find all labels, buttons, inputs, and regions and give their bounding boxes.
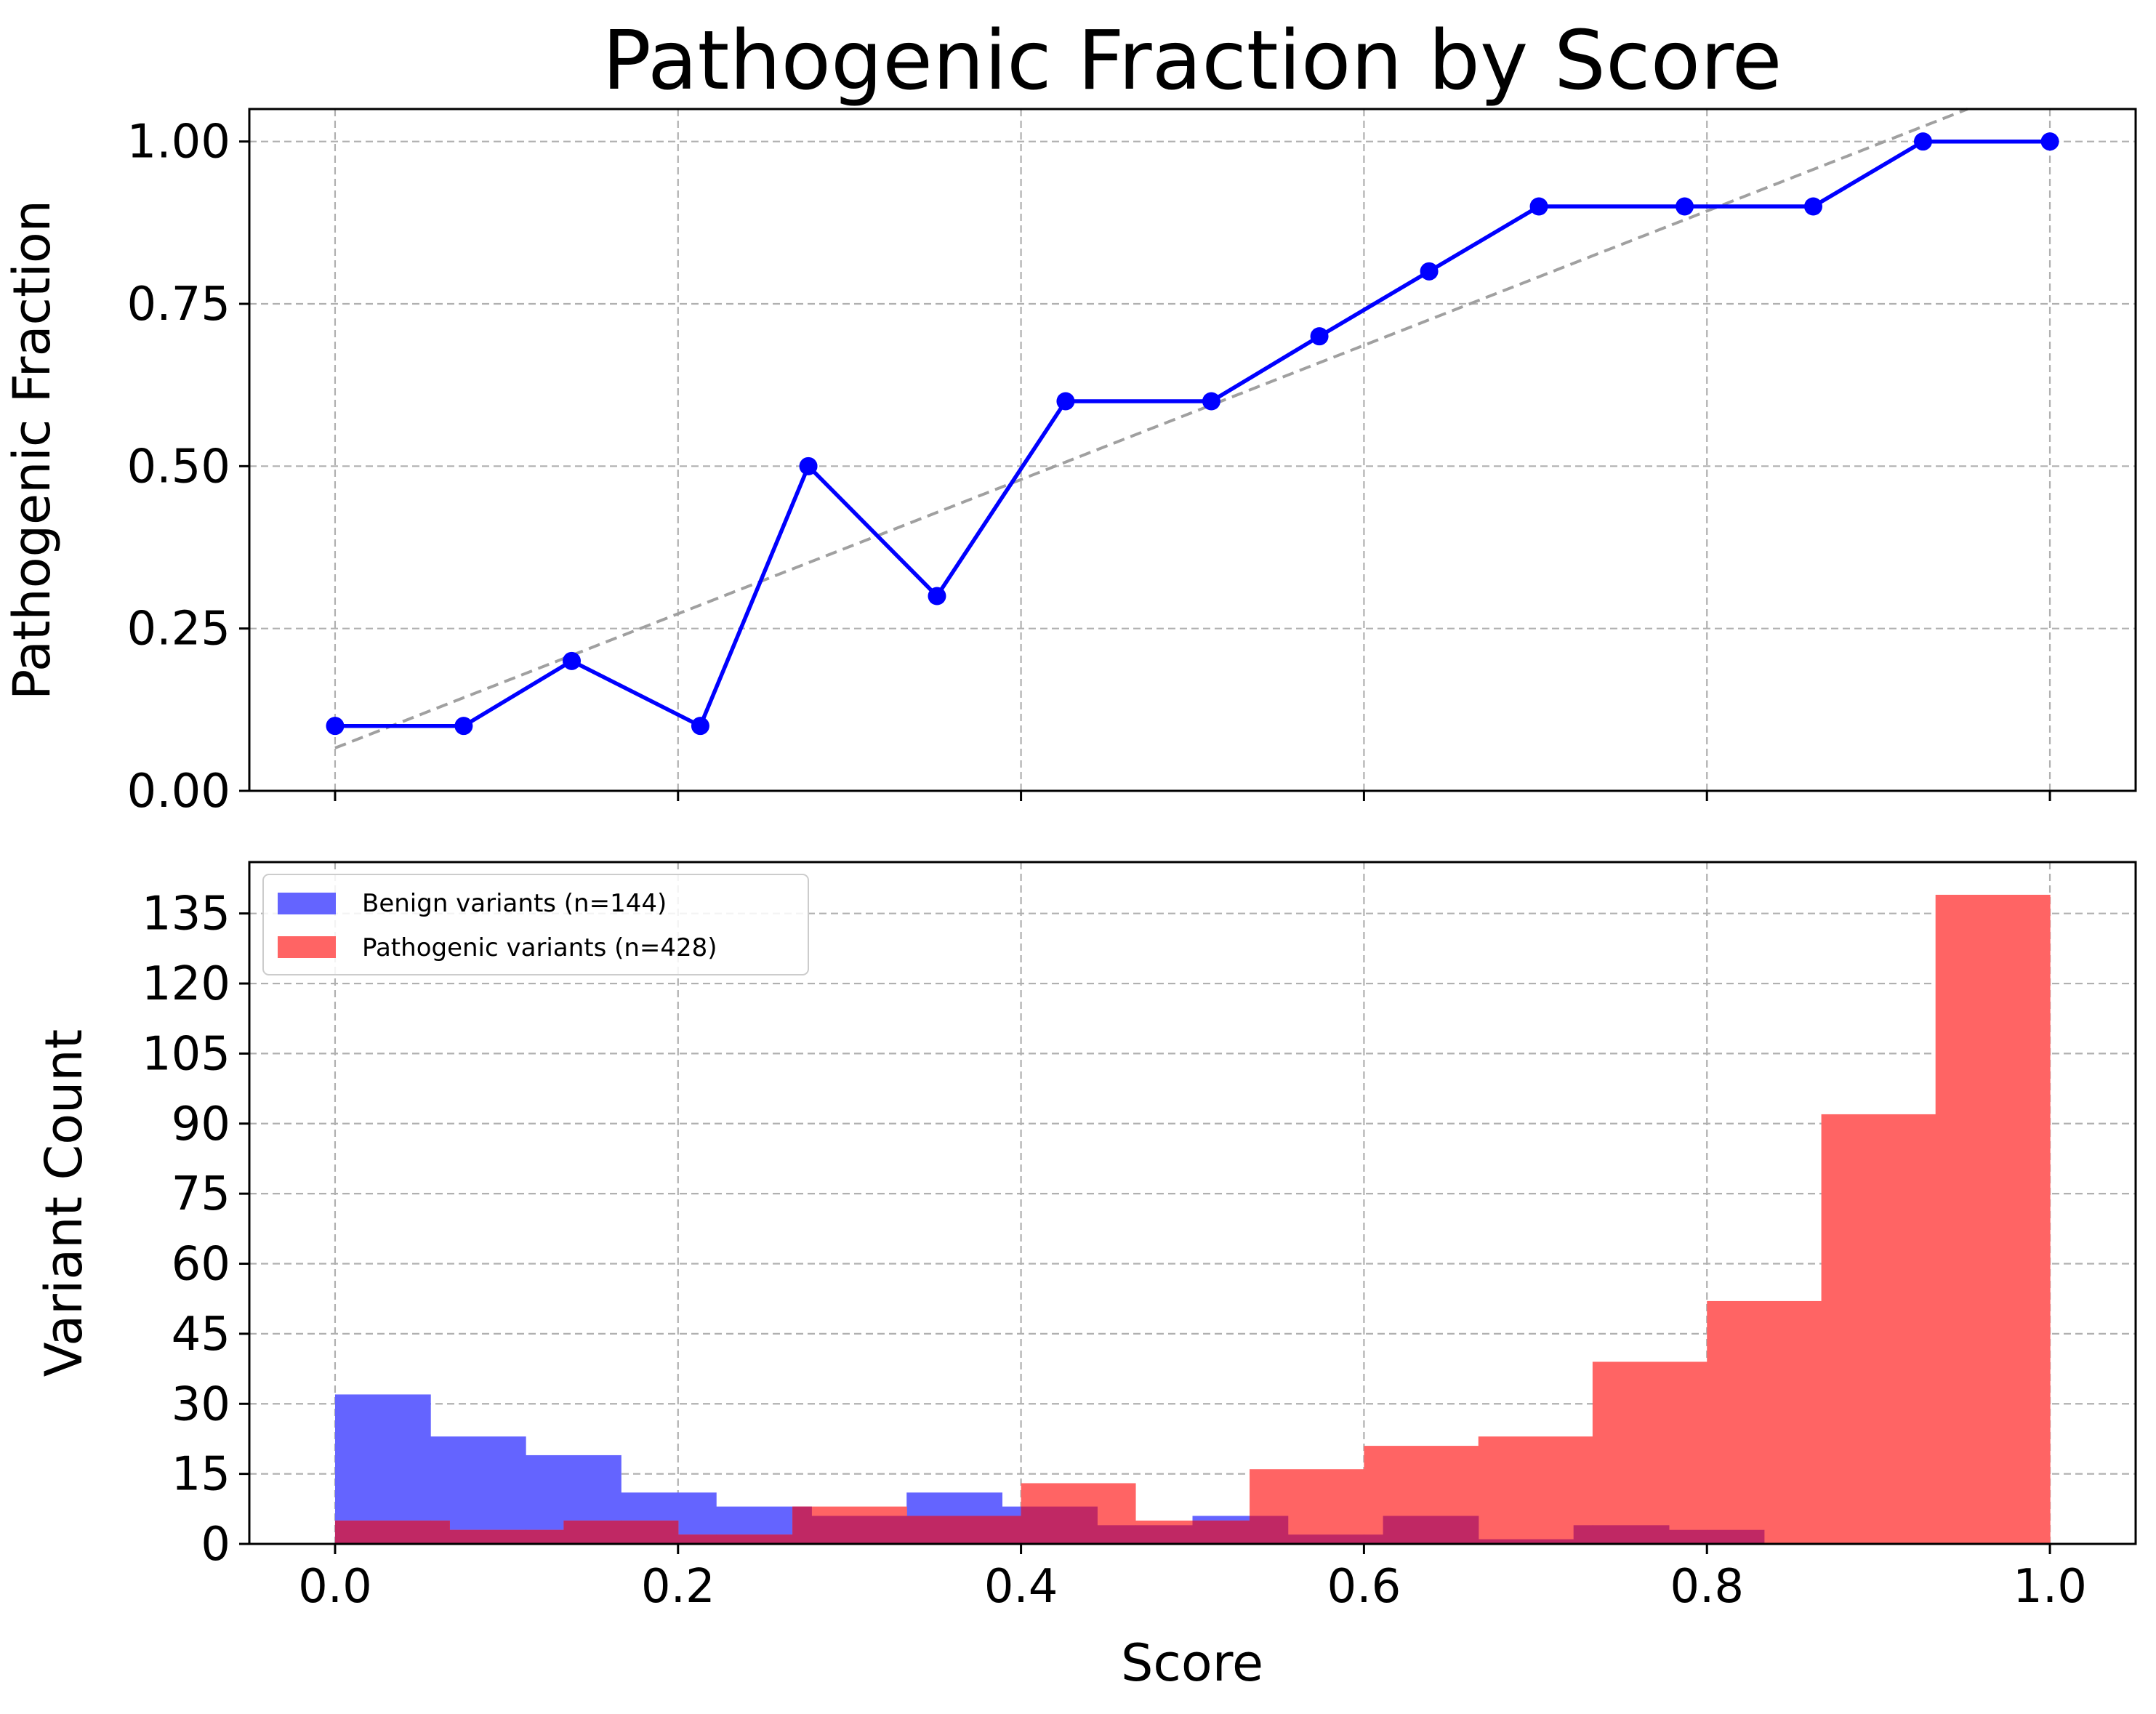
trend-layer [334,108,1968,749]
overlap-bar [1668,1529,1707,1544]
overlap-bar [1250,1516,1289,1544]
histogram-x-tick-label: 0.4 [984,1560,1058,1614]
histogram-y-tick-label: 45 [172,1308,230,1361]
overlap-bar [906,1516,1003,1544]
fraction-ticks: 0.00 0.25 0.50 0.75 1.00 [127,116,2051,818]
fraction-y-tick-label: 0.00 [127,765,231,818]
histogram-axes-frame [248,861,2137,1545]
histogram-ticks: 0.0 0.2 0.4 0.6 0.8 1.0 0 15 30 45 60 75 90 105 120 135 [142,888,2087,1614]
histogram-x-tick-label: 0.8 [1670,1560,1744,1614]
histogram-y-tick-label: 75 [172,1167,230,1221]
fraction-y-tick-label: 0.25 [127,603,231,656]
fraction-point [1056,392,1075,411]
fraction-point [1913,132,1932,151]
overlap-bar [1478,1539,1574,1544]
overlap-bar [1097,1525,1136,1544]
pathogenic-bar [1821,1114,1936,1544]
fraction-y-axis-label: Pathogenic Fraction [2,200,62,700]
overlap-bar [1592,1525,1670,1544]
overlap-bar [621,1520,679,1544]
overlap-bar [811,1516,907,1544]
fraction-y-tick-label: 0.75 [127,278,231,331]
legend-swatch-benign [278,893,336,914]
legend-box [262,874,809,975]
overlap-bar [1287,1534,1365,1544]
fraction-point [691,717,709,736]
overlap-bar [1364,1534,1384,1544]
overlap-bar [1573,1525,1593,1544]
histogram-x-tick-label: 0.6 [1327,1560,1401,1614]
fraction-point [326,717,345,736]
fraction-point [1676,197,1694,216]
overlap-bar [430,1520,450,1544]
fraction-point [928,587,946,605]
pathogenic-bar [1707,1300,1822,1544]
overlap-bar [792,1506,812,1544]
overlap-bar [334,1520,431,1544]
benign-bar [334,1394,431,1544]
histogram-x-tick-label: 0.2 [641,1560,715,1614]
histogram-y-tick-label: 60 [172,1238,230,1292]
fraction-point [799,456,818,475]
overlap-bar [1383,1516,1479,1544]
fraction-panel: 0.00 0.25 0.50 0.75 1.00 Pathogenic Fraction [2,108,2137,818]
histogram-y-tick-label: 135 [142,888,230,941]
histogram-y-tick-label: 0 [201,1518,230,1572]
histogram-panel: 0.0 0.2 0.4 0.6 0.8 1.0 0 15 30 45 60 75 90 105 120 135… [34,861,2137,1693]
histogram-x-tick-label: 0.0 [298,1560,372,1614]
overlap-bar [1192,1520,1250,1544]
legend: Benign variants (n=144) Pathogenic varia… [262,874,809,975]
histogram-x-axis-label: Score [1121,1633,1263,1693]
histogram-x-tick-label: 1.0 [2013,1560,2087,1614]
fraction-point [1420,262,1439,281]
overlap-bar [1021,1506,1098,1544]
fraction-point [454,717,473,736]
overlap-bar [449,1529,526,1544]
histogram-y-tick-label: 30 [172,1377,230,1431]
fraction-point [1803,197,1822,216]
overlap-bar [1135,1525,1194,1544]
overlap-bar [563,1520,622,1544]
fraction-point [1529,197,1548,216]
histogram-y-tick-label: 15 [172,1448,230,1502]
legend-label-benign: Benign variants (n=144) [362,889,667,918]
histogram-y-axis-label: Variant Count [34,1029,94,1377]
histogram-y-tick-label: 105 [142,1027,230,1081]
legend-label-pathogenic: Pathogenic variants (n=428) [362,933,717,962]
fraction-point [563,651,582,670]
fraction-axes-frame [248,108,2137,792]
overlap-bar [1707,1529,1765,1544]
histogram-y-tick-label: 120 [142,957,230,1011]
chart-title: Pathogenic Fraction by Score [602,14,1782,108]
overlap-bar [526,1529,565,1544]
histogram-y-tick-label: 90 [172,1098,230,1151]
overlap-bars [334,1506,1765,1544]
fraction-y-tick-label: 1.00 [127,116,231,169]
fraction-line-layer [326,132,2059,736]
fraction-point [1202,392,1220,411]
trend-line [334,108,1968,749]
overlap-bar [677,1534,717,1544]
pathogenic-bar [1935,894,2051,1544]
fraction-y-tick-label: 0.50 [127,440,231,494]
fraction-point [1310,327,1329,346]
legend-swatch-pathogenic [278,936,336,958]
pathogenic-bar [1592,1361,1707,1544]
overlap-bar [1002,1516,1022,1544]
fraction-point [2040,132,2059,151]
overlap-bar [716,1534,793,1544]
